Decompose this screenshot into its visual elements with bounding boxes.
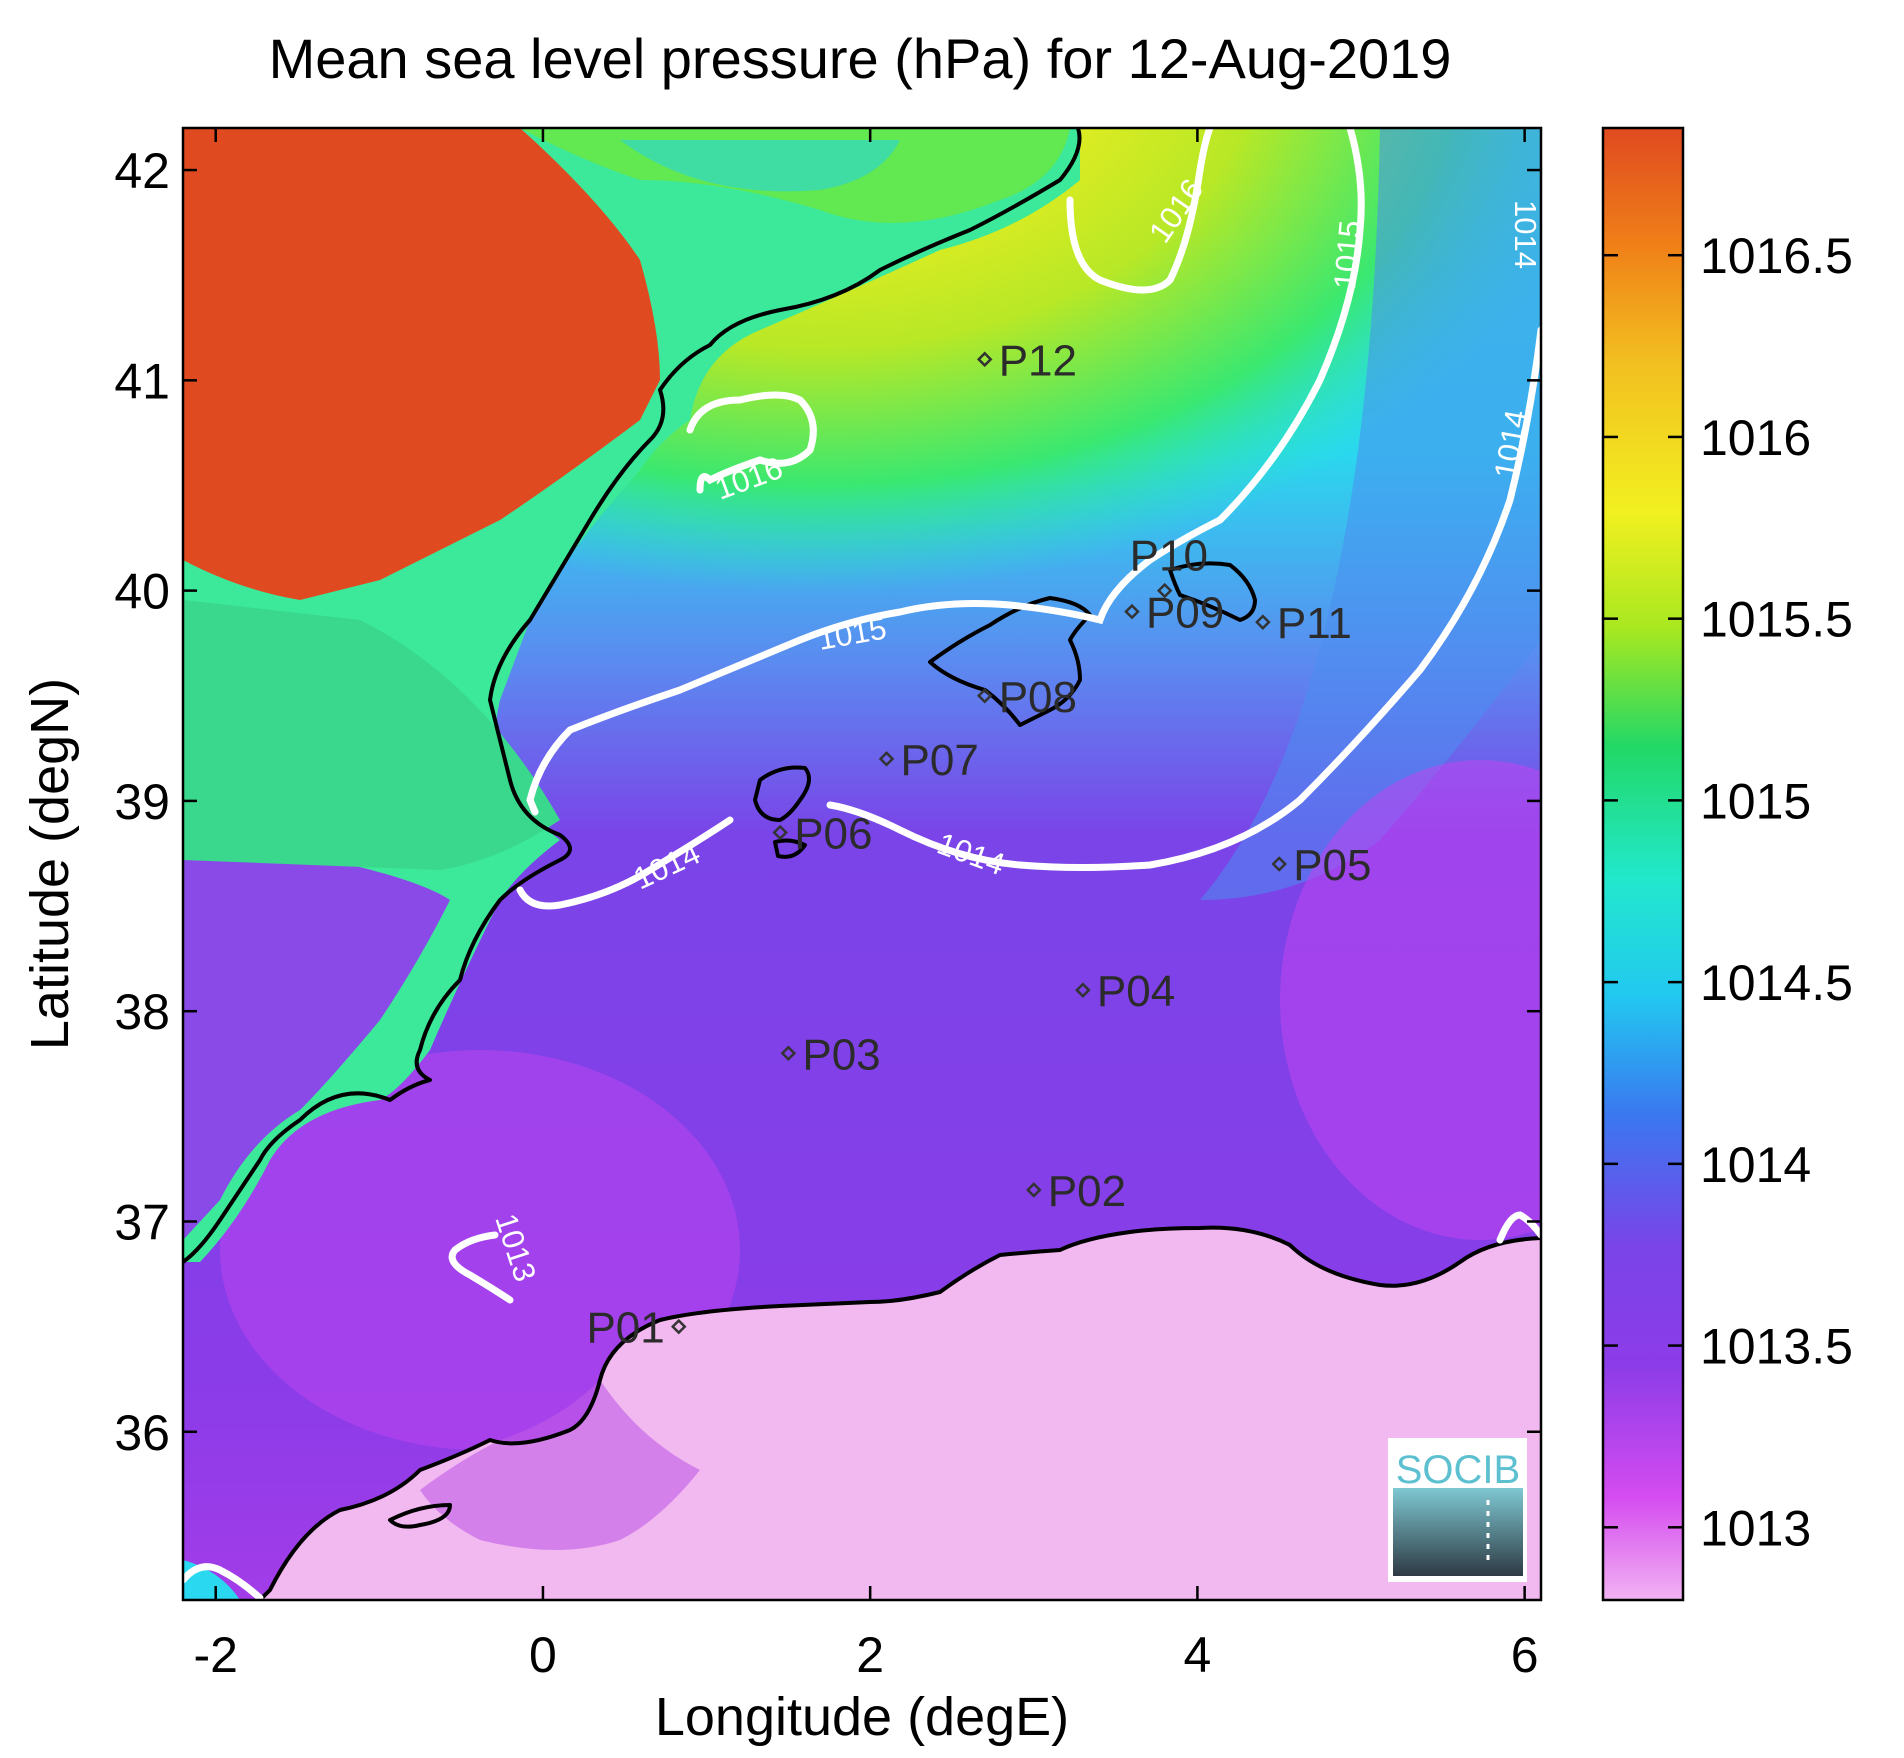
isobar-1014-east [826,326,1541,871]
station-label: P12 [999,336,1077,385]
colorbar-tick-label: 1015.5 [1700,592,1853,648]
station-label: P08 [999,673,1077,722]
isobar-1016-north [1066,128,1214,294]
y-tick-label: 38 [114,984,170,1040]
y-tick-label: 36 [114,1405,170,1461]
isobar-1016-west [686,391,817,494]
station-marker-p06 [772,824,788,841]
station-marker-p10 [1156,582,1173,599]
station-marker-p01 [670,1318,687,1335]
station-label: P06 [794,809,872,858]
isobar-1013 [448,1231,514,1304]
y-tick-label: 40 [114,564,170,620]
chart-title: Mean sea level pressure (hPa) for 12-Aug… [269,27,1452,90]
coastline [183,128,1541,1600]
plot-frame [181,126,1543,1602]
isobar-sw [183,1563,264,1600]
colorbar-tick-label: 1014 [1700,1137,1811,1193]
y-axis-ticks: 36 37 38 39 40 41 42 [114,143,1541,1461]
station-marker-p07 [878,751,895,767]
colorbar-tick-label: 1014.5 [1700,955,1853,1011]
colorbar-tick-label: 1016 [1700,410,1811,466]
isobar-1014-west [516,816,734,910]
x-tick-label: 0 [529,1627,557,1683]
station-label: P09 [1146,589,1224,638]
x-tick-label: 6 [1511,1627,1539,1683]
y-tick-label: 41 [114,353,170,409]
station-label: P05 [1293,841,1371,890]
x-tick-label: 4 [1184,1627,1212,1683]
station-marker-p02 [1026,1182,1042,1198]
colorbar-ticks: 1013 1013.5 1014 1014.5 1015 1015.5 1016 1016.5 [1603,228,1853,1556]
station-marker-p05 [1271,856,1287,872]
y-tick-label: 42 [114,143,170,199]
colorbar-gradient [1601,126,1685,1602]
colorbar-tick-label: 1013 [1700,1500,1811,1556]
colorbar-tick-label: 1016.5 [1700,228,1853,284]
y-tick-label: 39 [114,774,170,830]
colorbar-tick-label: 1015 [1700,773,1811,829]
isobars [183,128,1541,1600]
station-label: P07 [901,736,979,785]
contour-label-1015-e: 1015 [1327,219,1368,291]
station-marker-p11 [1255,614,1271,630]
station-label: P02 [1048,1167,1126,1216]
station-markers: P01 P02 P03 P04 P05 P06 P07 P08 P09 P10 P11 P12 [586,336,1371,1352]
station-marker-p12 [976,351,993,368]
colorbar-tick-label: 1013.5 [1700,1319,1853,1375]
station-label: P10 [1130,532,1208,581]
colorbar: 1013 1013.5 1014 1014.5 1015 1015.5 1016 1016.5 [1601,126,1853,1602]
station-marker-p08 [976,688,993,704]
x-axis-ticks: -2 0 2 4 6 [193,128,1539,1683]
x-axis-label: Longitude (degE) [655,1687,1069,1747]
isobar-1014-se [1496,1211,1541,1244]
socib-logo: SOCIB [1388,1438,1527,1582]
x-tick-label: -2 [193,1627,237,1683]
socib-logo-text: SOCIB [1396,1448,1520,1492]
station-marker-p04 [1075,982,1091,998]
y-axis-label: Latitude (degN) [20,678,80,1050]
station-label: P01 [586,1304,664,1353]
station-label: P03 [802,1030,880,1079]
pressure-field [183,128,1541,1600]
station-label: P11 [1277,599,1352,648]
station-marker-p03 [780,1045,797,1062]
station-label: P04 [1097,967,1175,1016]
x-tick-label: 2 [856,1627,884,1683]
y-tick-label: 37 [114,1194,170,1250]
station-marker-p09 [1124,603,1140,620]
contour-label-1014-a: 1014 [1508,200,1543,269]
isobar-1015 [526,128,1365,816]
